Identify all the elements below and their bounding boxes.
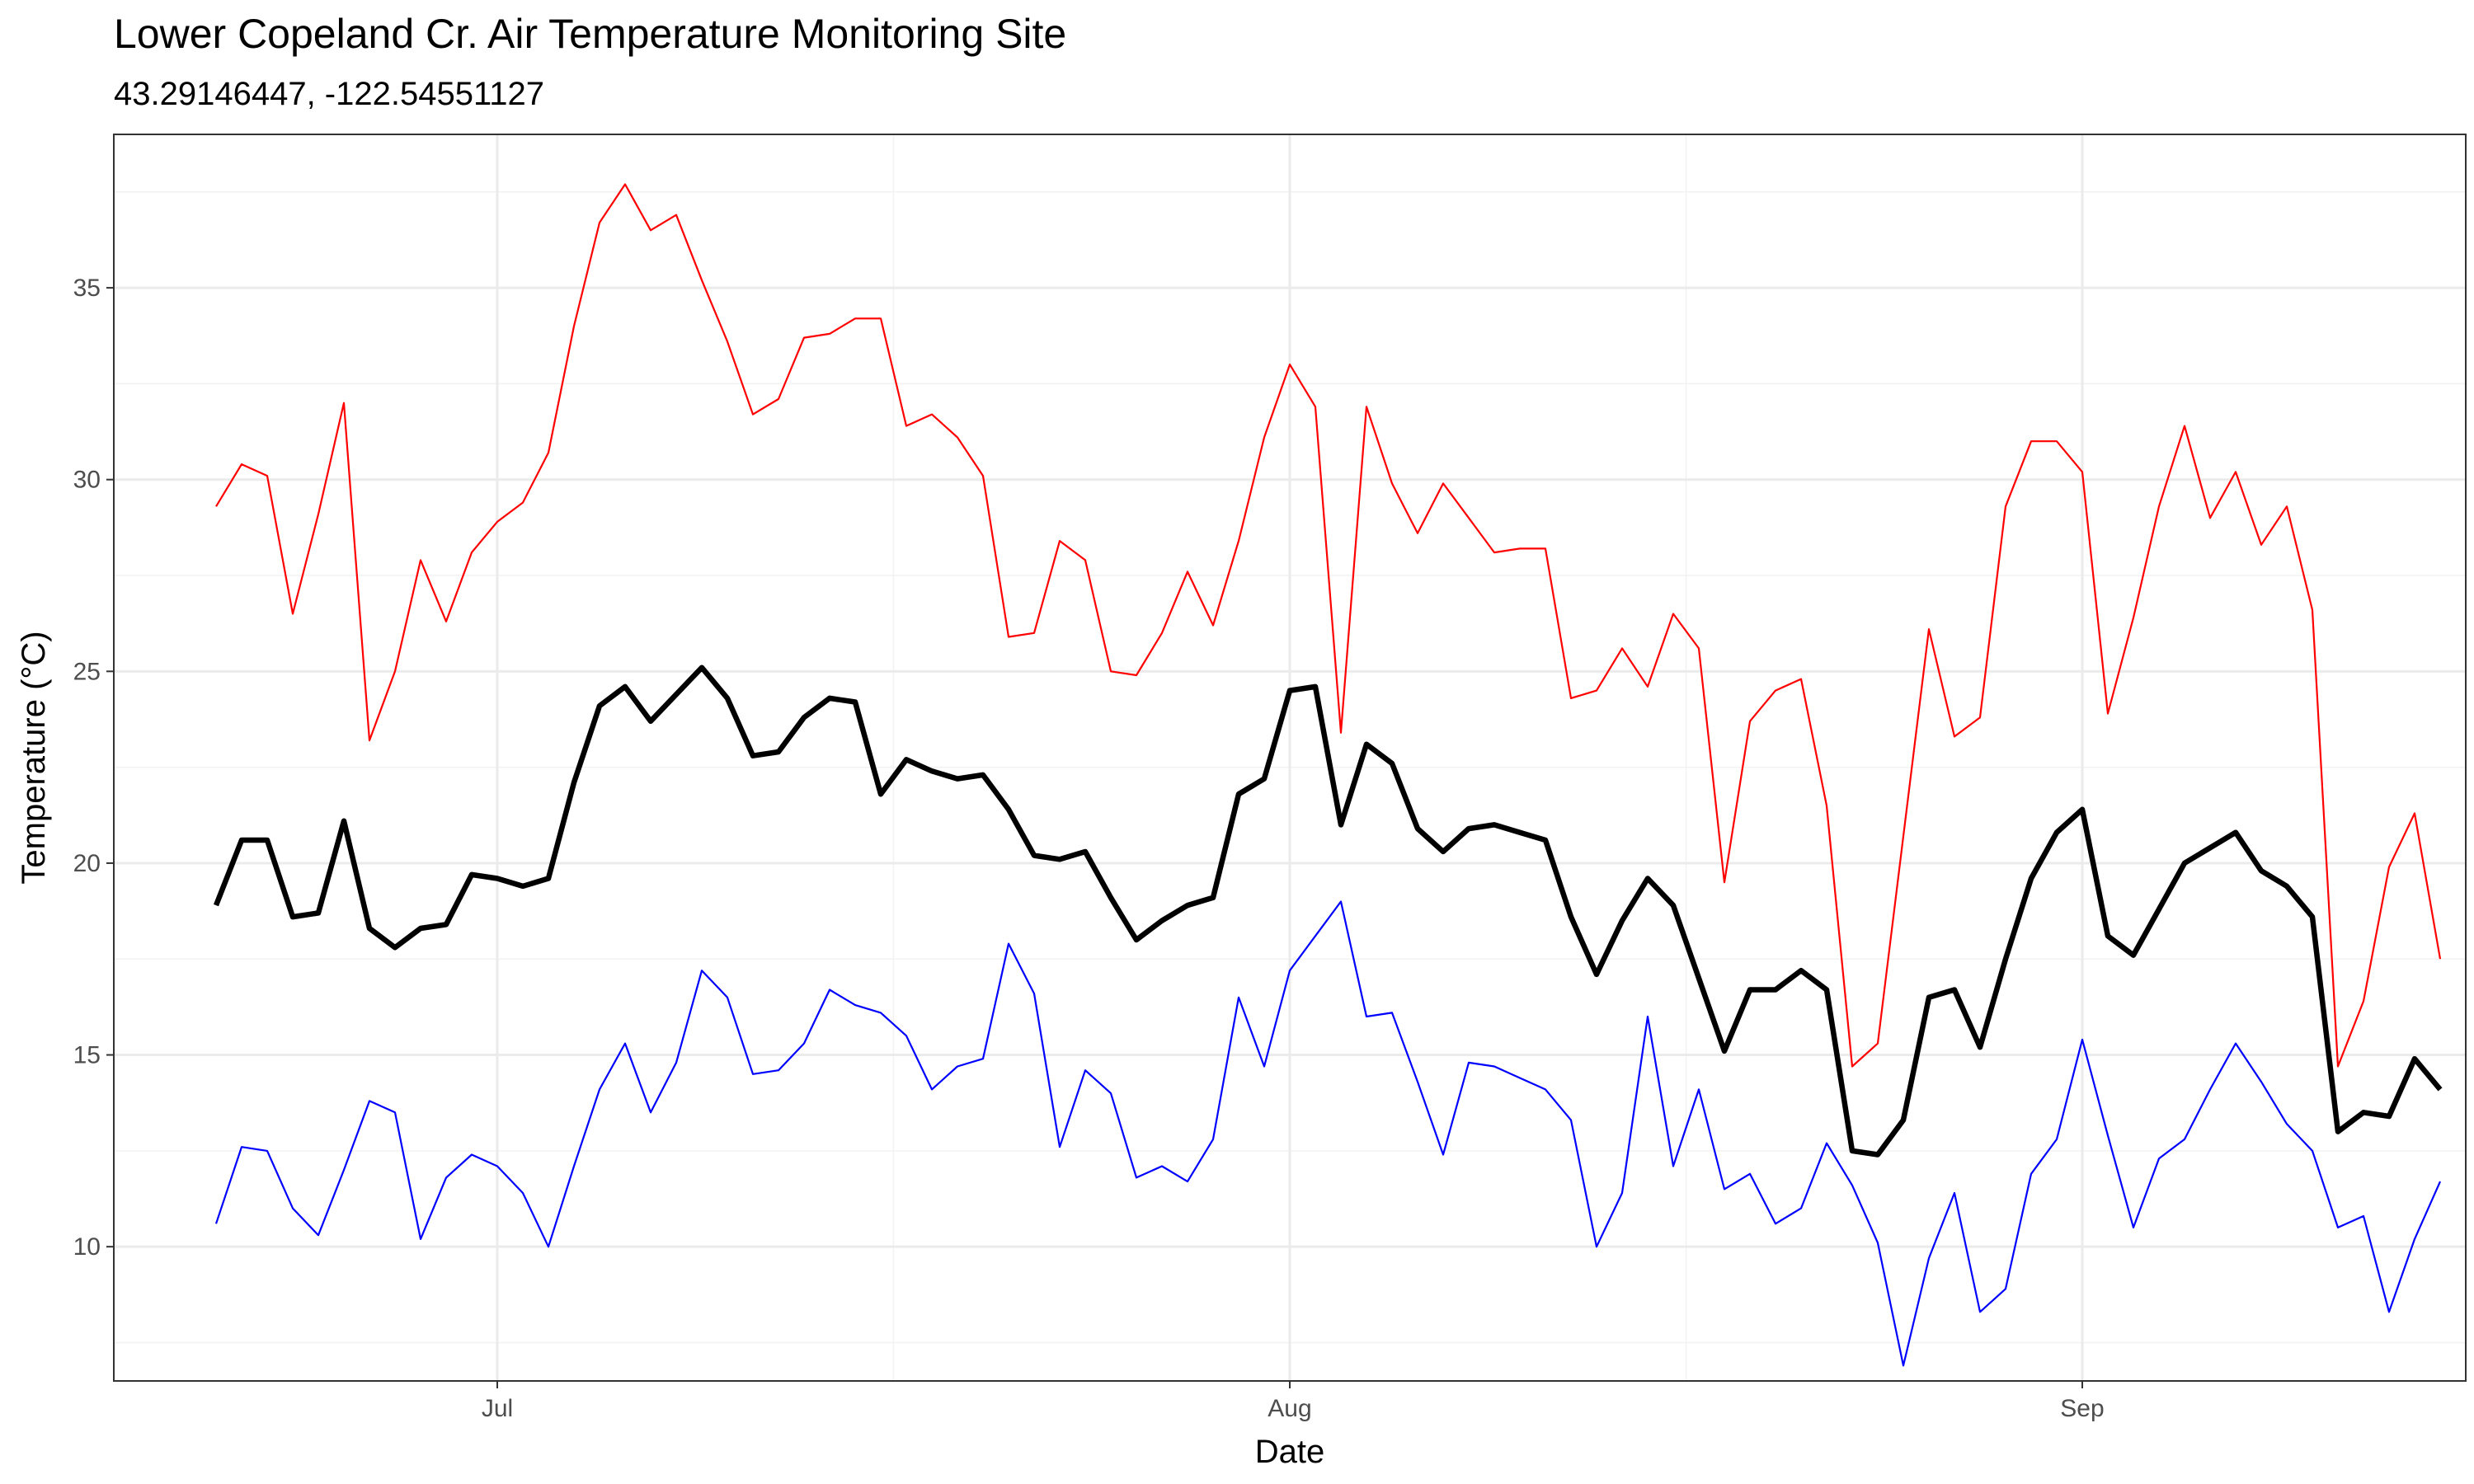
y-tick-label: 25: [73, 658, 101, 685]
x-tick-label: Aug: [1268, 1395, 1311, 1422]
max-temperature-line: [215, 183, 2442, 1068]
x-axis-title: Date: [1255, 1434, 1325, 1470]
chart-subtitle: 43.29146447, -122.54551127: [114, 76, 544, 112]
series-layer: [213, 183, 2443, 1367]
y-tick-label: 20: [73, 850, 101, 877]
y-tick-label: 35: [73, 275, 101, 302]
y-tick-label: 30: [73, 467, 101, 494]
y-axis-title: Temperature (°C): [16, 631, 52, 884]
grid-major: [114, 134, 2466, 1381]
y-axis: 10 15 20 25 30 35: [73, 275, 114, 1261]
x-tick-label: Sep: [2060, 1395, 2104, 1422]
x-axis: Jul Aug Sep: [482, 1381, 2105, 1422]
x-tick-label: Jul: [482, 1395, 513, 1422]
min-temperature-line: [214, 900, 2442, 1367]
y-tick-label: 15: [73, 1042, 101, 1069]
y-tick-label: 10: [73, 1233, 101, 1261]
mean-temperature-line: [213, 665, 2443, 1158]
chart-title: Lower Copeland Cr. Air Temperature Monit…: [114, 11, 1066, 57]
